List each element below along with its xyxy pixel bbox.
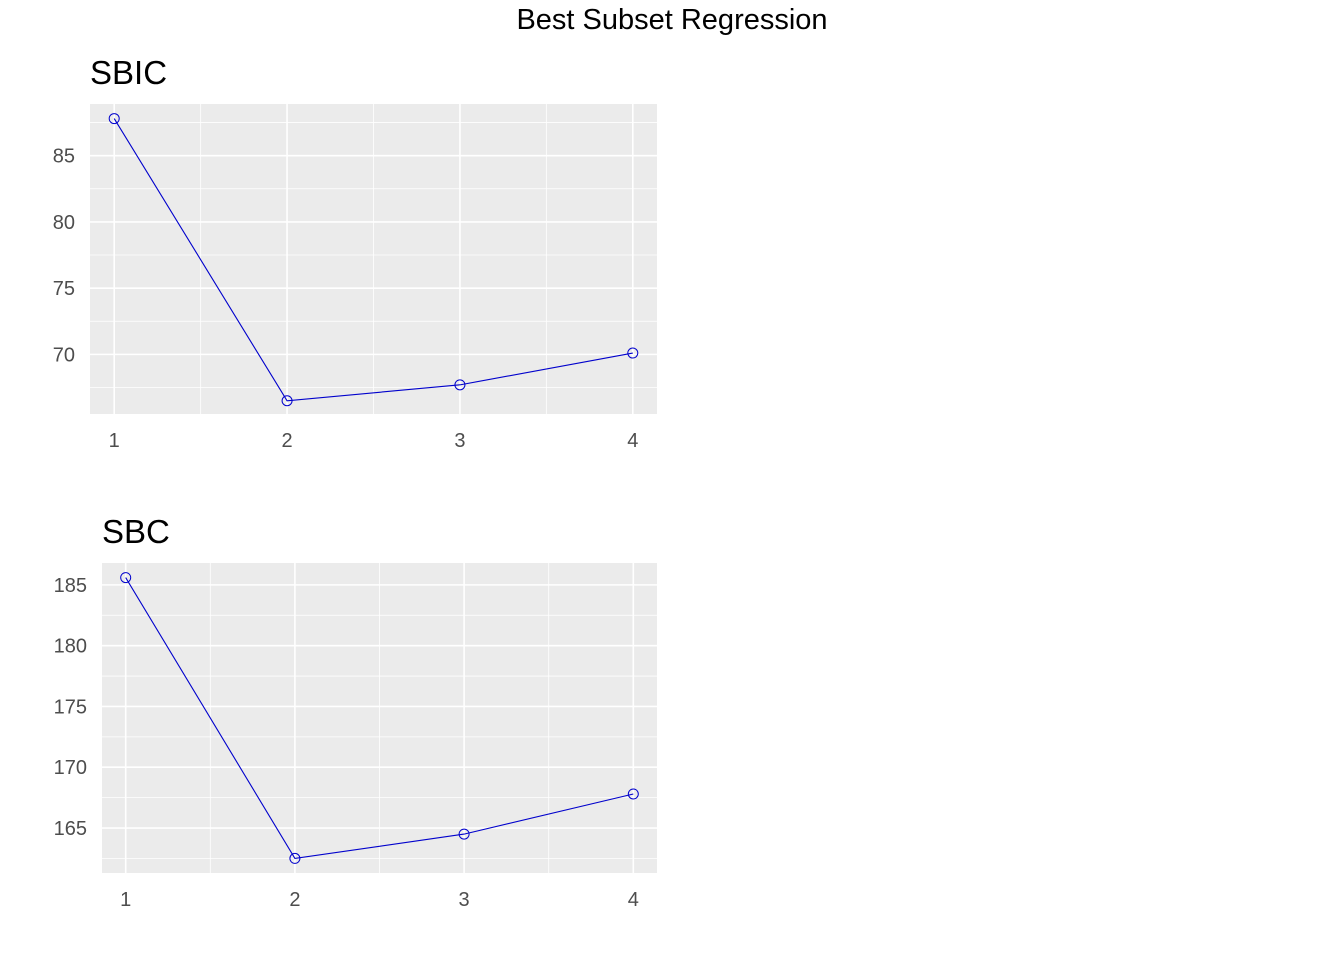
data-point [458,828,470,840]
data-point [281,395,293,407]
data-point [120,572,132,584]
y-tick-label: 180 [54,636,87,658]
y-tick-label: 185 [54,575,87,597]
chart-main-title: Best Subset Regression [516,4,828,36]
data-point [627,788,639,800]
x-tick-label: 4 [628,889,639,911]
data-point [289,852,301,864]
series-line [125,577,634,860]
y-tick-label: 70 [53,344,75,366]
x-tick-label: 1 [120,889,131,911]
series-line [113,118,633,402]
y-tick-label: 85 [53,146,75,168]
data-point [108,113,120,125]
y-tick-label: 75 [53,278,75,300]
data-point [627,347,639,359]
x-tick-label: 1 [109,430,120,452]
panel-title: SBC [102,513,170,550]
panel-title: SBIC [90,54,167,91]
y-tick-label: 165 [54,818,87,840]
data-point [454,379,466,391]
x-tick-label: 4 [627,430,638,452]
x-tick-label: 3 [454,430,465,452]
y-tick-label: 170 [54,757,87,779]
x-tick-label: 3 [459,889,470,911]
y-tick-label: 175 [54,696,87,718]
x-tick-label: 2 [282,430,293,452]
x-tick-label: 2 [289,889,300,911]
y-tick-label: 80 [53,212,75,234]
